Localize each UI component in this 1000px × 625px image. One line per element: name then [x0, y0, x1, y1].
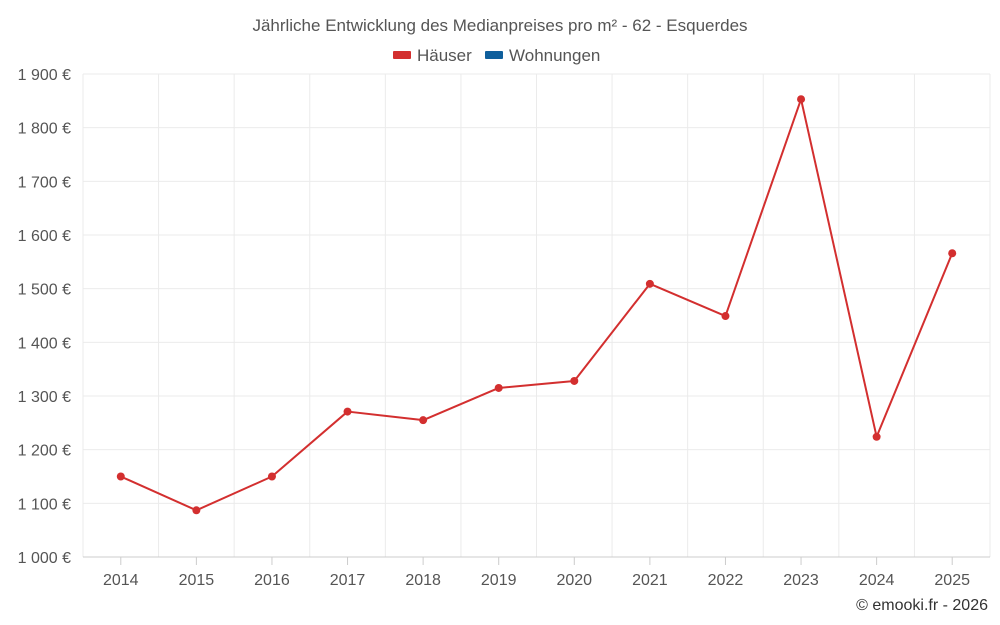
- data-point-2023[interactable]: [797, 95, 806, 104]
- legend-item-wohnungen[interactable]: Wohnungen: [485, 46, 600, 65]
- y-tick-label: 1 900 €: [18, 67, 71, 84]
- legend: Häuser Wohnungen: [393, 46, 600, 65]
- chart-title: Jährliche Entwicklung des Medianpreises …: [252, 16, 747, 35]
- y-tick-label: 1 000 €: [18, 550, 71, 567]
- x-tick-label: 2023: [783, 572, 819, 589]
- x-tick-label: 2021: [632, 572, 668, 589]
- data-point-2014[interactable]: [116, 472, 125, 481]
- data-point-2021[interactable]: [645, 279, 654, 288]
- y-tick-label: 1 200 €: [18, 443, 71, 460]
- data-point-2020[interactable]: [570, 376, 579, 385]
- x-tick-label: 2015: [179, 572, 215, 589]
- y-tick-label: 1 300 €: [18, 389, 71, 406]
- y-tick-label: 1 700 €: [18, 174, 71, 191]
- x-tick-label: 2016: [254, 572, 290, 589]
- y-axis: 1 000 € 1 100 € 1 200 € 1 300 € 1 400 € 1 500…: [18, 67, 71, 567]
- legend-swatch-haeuser: [393, 51, 411, 59]
- data-point-2017[interactable]: [343, 407, 352, 416]
- x-tick-label: 2018: [405, 572, 441, 589]
- y-tick-label: 1 600 €: [18, 228, 71, 245]
- grid: [82, 73, 991, 557]
- y-tick-label: 1 500 €: [18, 282, 71, 299]
- x-tick-label: 2014: [103, 572, 139, 589]
- credit-text: © emooki.fr - 2026: [856, 597, 988, 614]
- x-tick-label: 2022: [708, 572, 744, 589]
- x-axis: 2014 2015 2016 2017 2018 2019 2020 2021 2022 2023…: [83, 556, 990, 589]
- y-tick-label: 1 100 €: [18, 496, 71, 513]
- data-point-2016[interactable]: [267, 472, 276, 481]
- x-tick-label: 2019: [481, 572, 517, 589]
- y-tick-label: 1 800 €: [18, 121, 71, 138]
- series-line: [120, 98, 954, 512]
- series-haeuser: [116, 95, 957, 515]
- x-tick-label: 2017: [330, 572, 366, 589]
- data-point-2022[interactable]: [721, 312, 730, 321]
- data-point-2025[interactable]: [948, 249, 957, 258]
- data-point-2024[interactable]: [872, 432, 881, 441]
- x-tick-label: 2025: [934, 572, 970, 589]
- legend-item-haeuser[interactable]: Häuser: [393, 46, 472, 65]
- x-tick-label: 2024: [859, 572, 895, 589]
- x-tick-label: 2020: [556, 572, 592, 589]
- legend-swatch-wohnungen: [485, 51, 503, 59]
- y-tick-label: 1 400 €: [18, 335, 71, 352]
- data-point-2018[interactable]: [419, 416, 428, 425]
- legend-label-wohnungen: Wohnungen: [509, 46, 600, 65]
- data-point-2015[interactable]: [192, 506, 201, 515]
- data-point-2019[interactable]: [494, 383, 503, 392]
- legend-label-haeuser: Häuser: [417, 46, 472, 65]
